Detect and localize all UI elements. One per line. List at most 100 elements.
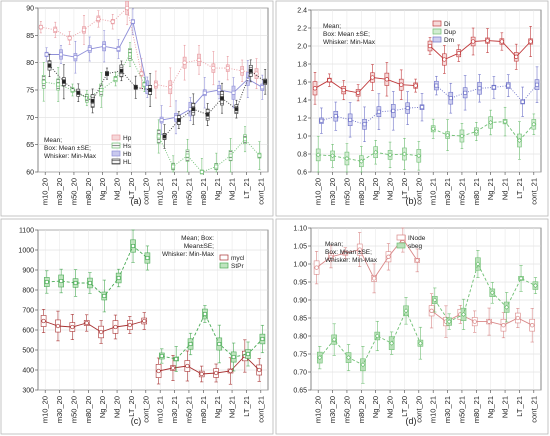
mean-point bbox=[405, 106, 410, 111]
x-tick-label: m30_20 bbox=[55, 396, 64, 423]
x-tick-label: cont_21 bbox=[529, 396, 538, 423]
mean-point bbox=[491, 85, 496, 90]
mean-point bbox=[489, 290, 495, 296]
mean-point bbox=[185, 153, 190, 158]
legend-entry: HL bbox=[123, 159, 132, 166]
legend-entry: mycl bbox=[231, 255, 245, 262]
x-tick-label: cont_20 bbox=[141, 178, 150, 205]
x-tick-label: Nd_20 bbox=[386, 178, 395, 200]
y-tick-label: 0.70 bbox=[293, 370, 307, 377]
mean-point bbox=[260, 337, 265, 341]
y-tick-label: 60 bbox=[26, 170, 34, 177]
mean-point bbox=[119, 68, 124, 73]
mean-point bbox=[515, 315, 520, 321]
mean-point bbox=[343, 251, 348, 256]
mean-point bbox=[228, 368, 233, 374]
x-tick-label: m10_20 bbox=[41, 178, 50, 205]
y-tick-label: 0.90 bbox=[293, 298, 307, 305]
mean-point bbox=[403, 308, 409, 314]
mean-point bbox=[456, 51, 461, 56]
x-tick-label: cont_21 bbox=[256, 178, 265, 205]
y-tick-label: 300 bbox=[22, 388, 34, 395]
mean-point bbox=[87, 47, 92, 51]
chart-panel-3: 300 400 500 600 700 800 900 1000 1100 m10_20 m30_2… bbox=[0, 218, 274, 435]
mean-point bbox=[472, 319, 477, 324]
mean-point bbox=[475, 261, 481, 267]
x-tick-label: Nd_20 bbox=[113, 396, 122, 418]
mean-point bbox=[362, 122, 367, 127]
mean-point bbox=[314, 265, 319, 270]
mean-point bbox=[333, 114, 338, 119]
series-line bbox=[46, 245, 148, 297]
mean-point bbox=[162, 134, 167, 139]
mean-point bbox=[217, 342, 222, 346]
mean-point bbox=[327, 78, 332, 83]
y-tick-label: 600 bbox=[22, 328, 34, 335]
legend-entry: Dm bbox=[444, 37, 454, 44]
mean-point bbox=[98, 329, 104, 335]
mean-point bbox=[420, 105, 424, 110]
x-tick-label: m10_21 bbox=[156, 178, 165, 205]
legend-description: Mean; bbox=[44, 137, 62, 144]
mean-point bbox=[488, 120, 494, 125]
mean-point bbox=[328, 254, 334, 259]
y-tick-label: 1.2 bbox=[297, 116, 307, 123]
mean-point bbox=[530, 323, 535, 328]
series-line bbox=[316, 238, 418, 280]
panel-frame bbox=[0, 218, 274, 435]
y-tick-label: 1.4 bbox=[297, 98, 307, 105]
mean-point bbox=[67, 35, 72, 41]
mean-point bbox=[315, 152, 321, 158]
x-tick-label: Ng_20 bbox=[98, 178, 107, 200]
panel-label: (d) bbox=[406, 416, 417, 426]
mean-point bbox=[228, 153, 233, 158]
mean-point bbox=[317, 355, 323, 361]
mean-point bbox=[516, 138, 522, 143]
x-tick-label: Nd_21 bbox=[228, 178, 237, 200]
panel-frame bbox=[275, 218, 549, 435]
x-tick-label: m30_20 bbox=[55, 178, 64, 205]
mean-point bbox=[358, 158, 364, 164]
mean-point bbox=[196, 57, 202, 63]
mean-point bbox=[96, 16, 101, 22]
legend-description: Whisker: Min-Max bbox=[325, 257, 378, 264]
legend-swatch bbox=[219, 254, 229, 261]
x-tick-label: LT_21 bbox=[242, 396, 251, 417]
mean-point bbox=[243, 137, 247, 142]
series-Hs bbox=[41, 42, 262, 175]
y-tick-label: 75 bbox=[26, 88, 34, 95]
mean-point bbox=[99, 88, 104, 92]
mean-point bbox=[387, 152, 393, 158]
mean-point bbox=[532, 283, 538, 289]
mean-point bbox=[41, 79, 46, 84]
mean-point bbox=[225, 65, 230, 71]
mean-point bbox=[211, 65, 216, 71]
y-tick-label: 1.00 bbox=[293, 262, 307, 269]
mean-point bbox=[116, 47, 121, 51]
x-tick-label: m80_21 bbox=[472, 178, 481, 205]
x-tick-label: m10_20 bbox=[314, 178, 323, 205]
x-tick-label: LT_20 bbox=[127, 396, 136, 417]
y-tick-label: 2.2 bbox=[297, 26, 307, 33]
mean-point bbox=[182, 60, 187, 65]
x-tick-label: m10_21 bbox=[429, 396, 438, 423]
x-tick-label: Ng_20 bbox=[98, 396, 107, 418]
mean-point bbox=[205, 112, 210, 117]
chart-panel-2: 0.6 0.8 1.0 1.2 1.4 1.6 1.8 2.0 2.2 2.4 m10_20 m30_… bbox=[275, 0, 549, 217]
mean-point bbox=[116, 276, 121, 280]
mean-point bbox=[84, 96, 89, 101]
mean-point bbox=[188, 342, 193, 346]
y-tick-label: 1100 bbox=[19, 228, 34, 235]
legend-description: Whisker: Min-Max bbox=[44, 153, 97, 160]
mean-point bbox=[348, 117, 353, 122]
x-tick-label: m30_20 bbox=[328, 178, 337, 205]
x-tick-label: LT_20 bbox=[127, 178, 136, 199]
legend-swatch bbox=[111, 134, 121, 141]
mean-point bbox=[331, 337, 337, 343]
mean-point bbox=[501, 323, 506, 328]
mean-point bbox=[76, 90, 81, 95]
mean-point bbox=[55, 323, 61, 329]
legend-entry: Hp bbox=[123, 135, 132, 142]
mean-point bbox=[486, 319, 492, 324]
